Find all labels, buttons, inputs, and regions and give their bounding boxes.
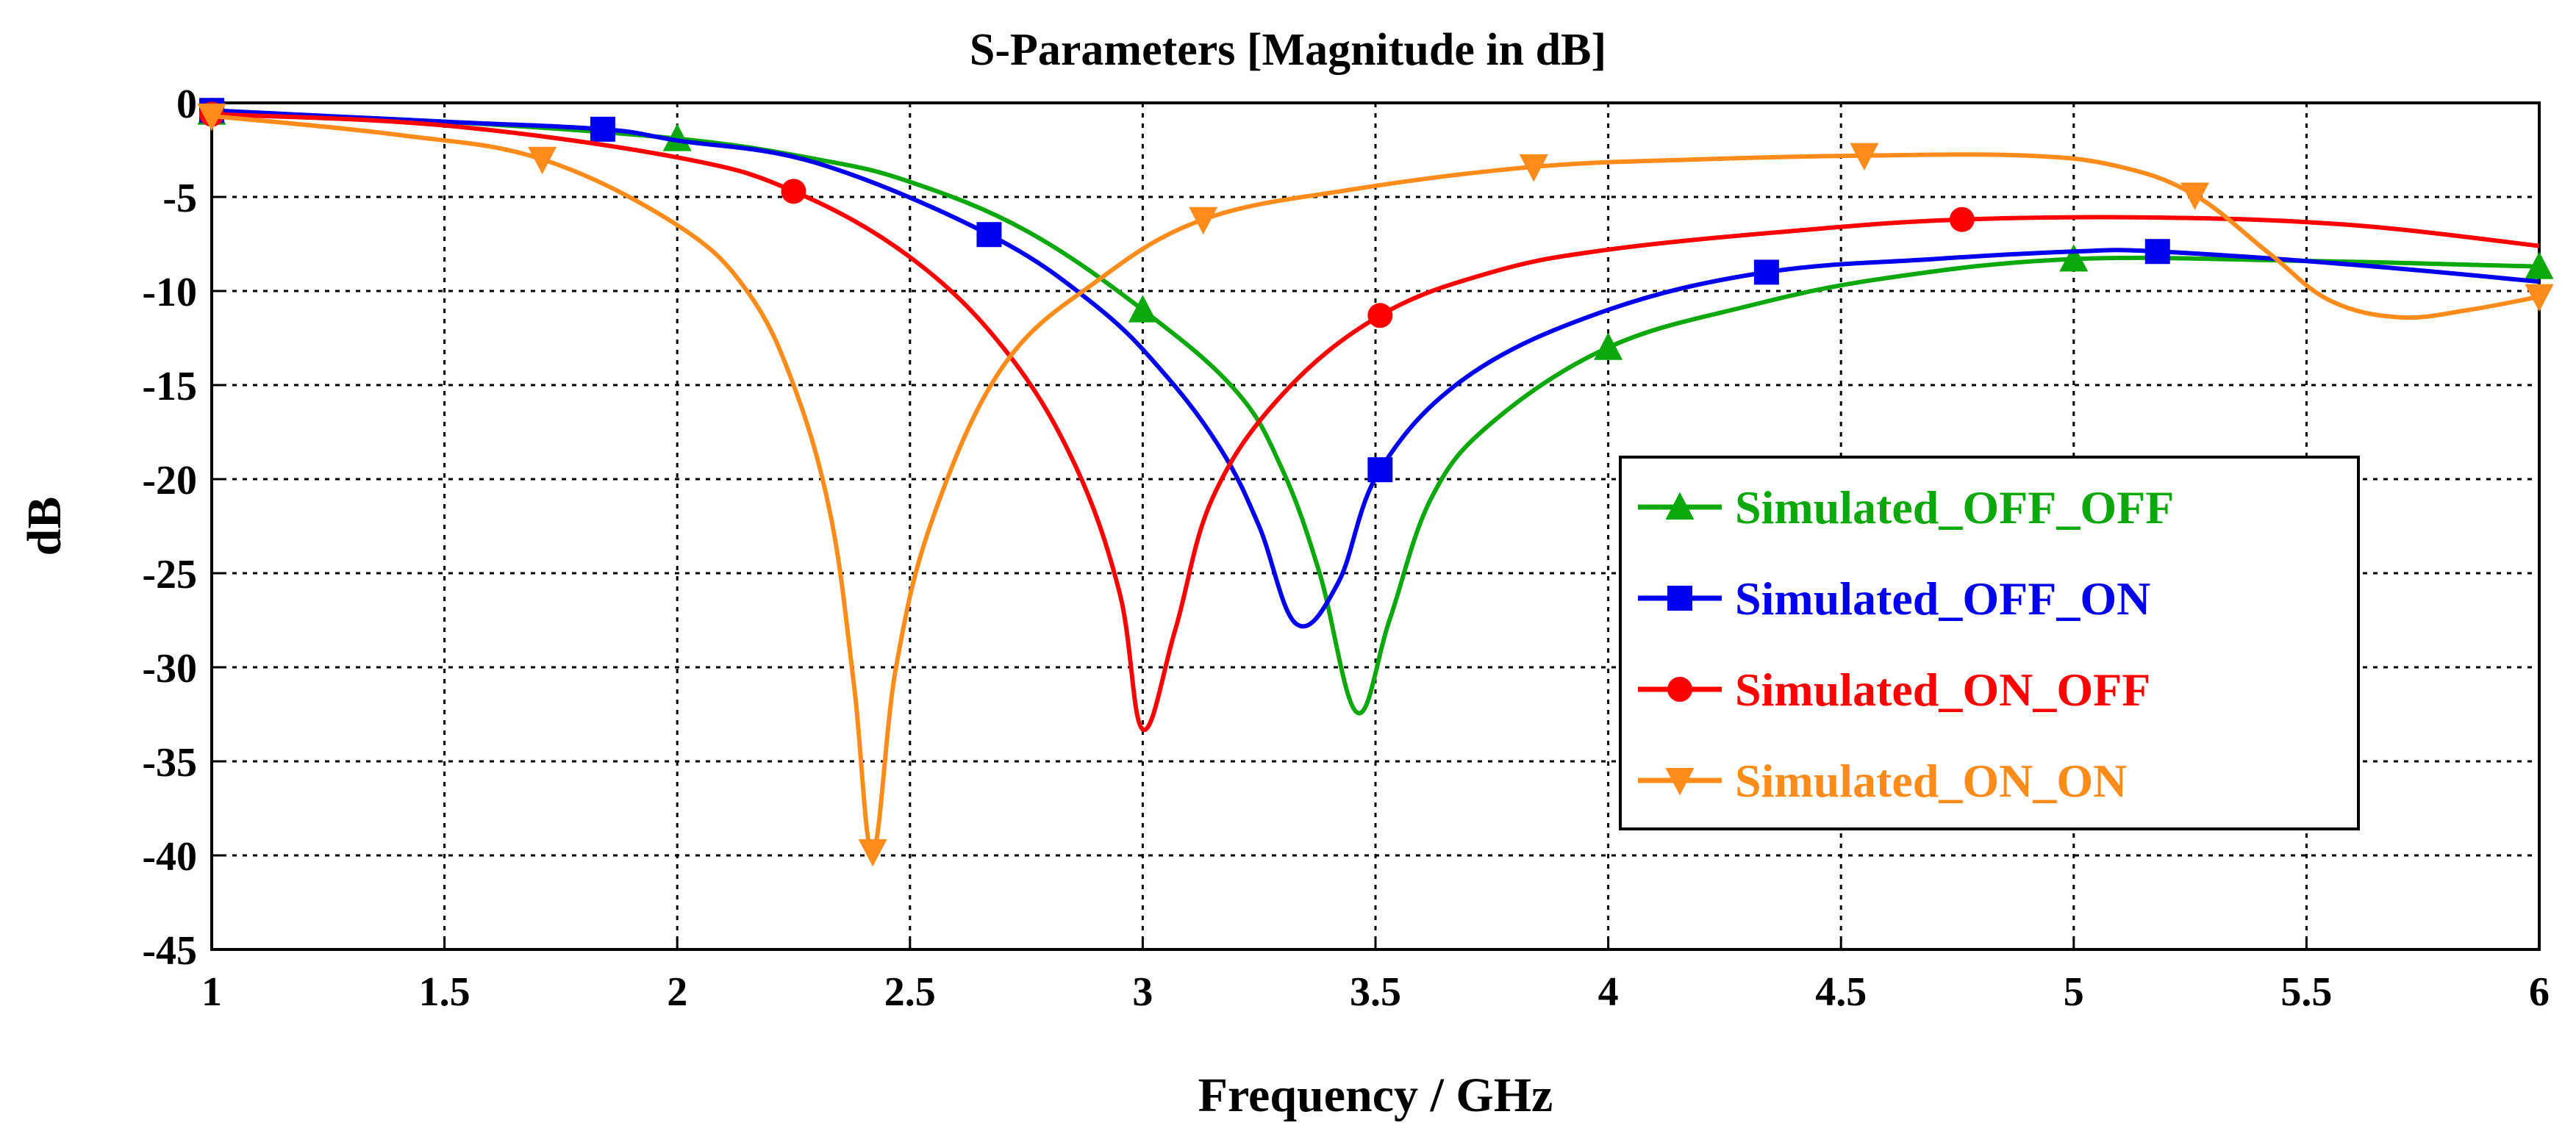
data-point-simulated-on-on — [1850, 143, 1879, 171]
data-point-simulated-off-on — [590, 116, 615, 142]
y-tick-label: -10 — [142, 270, 197, 315]
legend: Simulated_OFF_OFF Simulated_OFF_ON Simulat… — [1619, 456, 2360, 830]
data-point-simulated-on-off — [1367, 303, 1393, 328]
legend-label: Simulated_ON_OFF — [1735, 664, 2150, 716]
data-point-simulated-on-on — [2525, 284, 2554, 312]
x-tick-label: 4.5 — [1815, 969, 1867, 1015]
x-tick-label: 3.5 — [1350, 969, 1401, 1015]
y-axis-ticks: 0 -5 -10 -15 -20 -25 -30 -35 -40 -45 — [142, 82, 222, 974]
data-point-simulated-on-on — [858, 838, 887, 867]
x-tick-label: 5.5 — [2280, 969, 2332, 1015]
data-point-simulated-on-on — [528, 146, 557, 175]
data-point-simulated-off-off — [2059, 244, 2089, 272]
legend-item-simulated-off-off: Simulated_OFF_OFF — [1638, 481, 2174, 534]
data-point-simulated-off-off — [2525, 251, 2554, 279]
x-tick-label: 2 — [667, 969, 687, 1015]
series-simulated-on-on — [197, 103, 2554, 867]
data-point-simulated-on-off — [781, 179, 806, 204]
data-point-simulated-on-on — [1189, 207, 1218, 235]
y-tick-label: -35 — [142, 740, 197, 786]
x-tick-label: 3 — [1132, 969, 1153, 1015]
data-point-simulated-off-off — [1594, 332, 1623, 360]
series-line-simulated-off-on — [211, 108, 2540, 629]
x-axis-ticks: 1 1.5 2 2.5 3 3.5 4 4.5 5 5.5 6 — [201, 939, 2550, 1015]
data-point-simulated-on-on — [197, 103, 226, 132]
x-tick-label: 1.5 — [419, 969, 471, 1015]
x-tick-label: 2.5 — [884, 969, 936, 1015]
x-axis-label: Frequency / GHz — [1198, 1069, 1553, 1122]
legend-item-simulated-off-on: Simulated_OFF_ON — [1638, 572, 2150, 625]
y-tick-label: 0 — [176, 82, 197, 127]
x-tick-label: 6 — [2529, 969, 2550, 1015]
series-line-simulated-on-on — [211, 113, 2540, 854]
x-tick-label: 5 — [2064, 969, 2084, 1015]
data-point-simulated-on-on — [2180, 182, 2209, 210]
legend-label: Simulated_OFF_ON — [1735, 572, 2150, 625]
y-axis-label: dB — [18, 497, 71, 556]
legend-box — [1619, 456, 2360, 830]
legend-label: Simulated_ON_ON — [1735, 755, 2127, 807]
data-point-simulated-on-on — [1519, 154, 1548, 182]
data-point-simulated-off-off — [1128, 295, 1157, 323]
y-tick-label: -5 — [162, 176, 197, 221]
data-point-simulated-off-on — [976, 222, 1002, 248]
y-tick-label: -20 — [142, 458, 197, 503]
x-tick-label: 1 — [201, 969, 222, 1015]
legend-marker-simulated-on-off — [1667, 677, 1692, 702]
y-tick-label: -40 — [142, 834, 197, 880]
legend-label: Simulated_OFF_OFF — [1735, 481, 2174, 534]
series-lines — [197, 97, 2554, 867]
data-point-simulated-on-off — [1949, 207, 1975, 232]
x-tick-label: 4 — [1598, 969, 1619, 1015]
y-tick-label: -25 — [142, 552, 197, 597]
data-point-simulated-off-on — [2144, 239, 2170, 265]
legend-marker-simulated-on-on — [1665, 768, 1695, 796]
data-point-simulated-off-on — [1753, 259, 1779, 285]
legend-item-simulated-on-on: Simulated_ON_ON — [1638, 755, 2127, 807]
data-point-simulated-off-off — [662, 123, 692, 151]
legend-marker-simulated-off-on — [1667, 586, 1692, 611]
data-point-simulated-off-on — [1367, 457, 1393, 483]
y-tick-label: -45 — [142, 928, 197, 974]
legend-marker-simulated-off-off — [1665, 492, 1695, 520]
chart-title: S-Parameters [Magnitude in dB] — [970, 25, 1606, 75]
legend-item-simulated-on-off: Simulated_ON_OFF — [1638, 664, 2150, 716]
y-tick-label: -15 — [142, 364, 197, 409]
y-tick-label: -30 — [142, 646, 197, 692]
